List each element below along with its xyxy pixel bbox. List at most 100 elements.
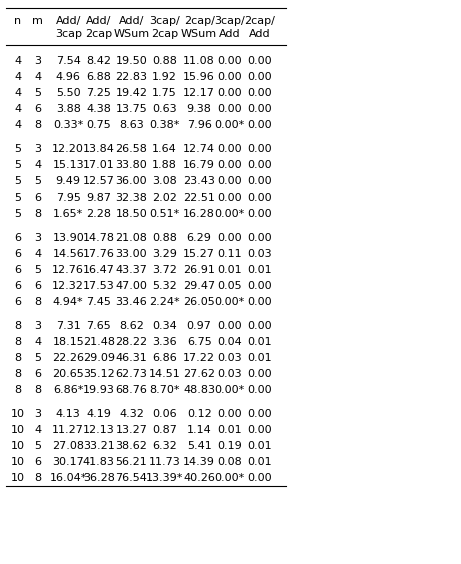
Text: 1.14: 1.14 bbox=[187, 425, 212, 435]
Text: 2cap: 2cap bbox=[151, 29, 178, 39]
Text: 5: 5 bbox=[34, 353, 41, 363]
Text: 0.00: 0.00 bbox=[217, 160, 242, 170]
Text: 12.20: 12.20 bbox=[52, 144, 84, 155]
Text: 0.08: 0.08 bbox=[217, 457, 242, 468]
Text: 0.00: 0.00 bbox=[248, 209, 272, 219]
Text: 0.01: 0.01 bbox=[248, 353, 272, 363]
Text: 0.00: 0.00 bbox=[217, 409, 242, 419]
Text: Add/: Add/ bbox=[55, 16, 81, 27]
Text: 47.00: 47.00 bbox=[115, 281, 148, 291]
Text: 43.37: 43.37 bbox=[115, 265, 148, 275]
Text: 0.03: 0.03 bbox=[217, 353, 242, 363]
Text: 0.00: 0.00 bbox=[248, 104, 272, 114]
Text: 6.29: 6.29 bbox=[187, 232, 212, 243]
Text: 5: 5 bbox=[14, 160, 21, 170]
Text: 12.57: 12.57 bbox=[83, 177, 115, 187]
Text: 7.25: 7.25 bbox=[86, 88, 111, 98]
Text: 2cap/: 2cap/ bbox=[184, 16, 214, 27]
Text: 0.01: 0.01 bbox=[248, 265, 272, 275]
Text: 0.34: 0.34 bbox=[152, 321, 177, 331]
Text: 0.00: 0.00 bbox=[248, 321, 272, 331]
Text: Add: Add bbox=[249, 29, 271, 39]
Text: 8: 8 bbox=[14, 337, 21, 347]
Text: 8: 8 bbox=[34, 120, 41, 130]
Text: 6: 6 bbox=[14, 249, 21, 259]
Text: 12.32: 12.32 bbox=[52, 281, 84, 291]
Text: 12.13: 12.13 bbox=[83, 425, 114, 435]
Text: 0.00: 0.00 bbox=[217, 144, 242, 155]
Text: 6: 6 bbox=[14, 232, 21, 243]
Text: 9.49: 9.49 bbox=[56, 177, 81, 187]
Text: 12.74: 12.74 bbox=[183, 144, 215, 155]
Text: 5.50: 5.50 bbox=[56, 88, 81, 98]
Text: 13.90: 13.90 bbox=[53, 232, 84, 243]
Text: 4: 4 bbox=[14, 56, 21, 66]
Text: 7.96: 7.96 bbox=[187, 120, 212, 130]
Text: 5: 5 bbox=[34, 177, 41, 187]
Text: 0.00: 0.00 bbox=[248, 369, 272, 379]
Text: 0.00: 0.00 bbox=[248, 177, 272, 187]
Text: 17.22: 17.22 bbox=[183, 353, 215, 363]
Text: 6: 6 bbox=[34, 457, 41, 468]
Text: 3: 3 bbox=[34, 321, 41, 331]
Text: 0.00: 0.00 bbox=[248, 385, 272, 395]
Text: 1.88: 1.88 bbox=[152, 160, 177, 170]
Text: 4.96: 4.96 bbox=[56, 72, 81, 82]
Text: 6: 6 bbox=[14, 265, 21, 275]
Text: 5.32: 5.32 bbox=[152, 281, 177, 291]
Text: 11.27: 11.27 bbox=[52, 425, 84, 435]
Text: 0.00: 0.00 bbox=[217, 56, 242, 66]
Text: 8: 8 bbox=[14, 369, 21, 379]
Text: 9.38: 9.38 bbox=[187, 104, 212, 114]
Text: 14.78: 14.78 bbox=[83, 232, 115, 243]
Text: 0.00: 0.00 bbox=[217, 177, 242, 187]
Text: 27.08: 27.08 bbox=[52, 441, 84, 451]
Text: 26.05: 26.05 bbox=[183, 297, 215, 307]
Text: 76.54: 76.54 bbox=[115, 473, 148, 483]
Text: 0.11: 0.11 bbox=[217, 249, 242, 259]
Text: 6: 6 bbox=[34, 369, 41, 379]
Text: 22.51: 22.51 bbox=[183, 192, 215, 202]
Text: 2.24*: 2.24* bbox=[149, 297, 180, 307]
Text: 0.63: 0.63 bbox=[152, 104, 177, 114]
Text: 10: 10 bbox=[11, 457, 24, 468]
Text: 62.73: 62.73 bbox=[115, 369, 148, 379]
Text: 19.93: 19.93 bbox=[83, 385, 115, 395]
Text: 22.83: 22.83 bbox=[115, 72, 148, 82]
Text: 8.63: 8.63 bbox=[119, 120, 144, 130]
Text: 3cap/: 3cap/ bbox=[149, 16, 180, 27]
Text: 5: 5 bbox=[14, 192, 21, 202]
Text: 7.95: 7.95 bbox=[56, 192, 81, 202]
Text: 6: 6 bbox=[34, 192, 41, 202]
Text: 4: 4 bbox=[34, 72, 41, 82]
Text: 0.33*: 0.33* bbox=[53, 120, 83, 130]
Text: 8.42: 8.42 bbox=[86, 56, 111, 66]
Text: 19.42: 19.42 bbox=[115, 88, 148, 98]
Text: 17.01: 17.01 bbox=[83, 160, 114, 170]
Text: 3: 3 bbox=[34, 56, 41, 66]
Text: 7.45: 7.45 bbox=[86, 297, 111, 307]
Text: 0.88: 0.88 bbox=[152, 232, 177, 243]
Text: 8: 8 bbox=[14, 385, 21, 395]
Text: 12.76: 12.76 bbox=[52, 265, 84, 275]
Text: 0.00: 0.00 bbox=[248, 56, 272, 66]
Text: 2cap: 2cap bbox=[85, 29, 112, 39]
Text: 8: 8 bbox=[34, 209, 41, 219]
Text: 56.21: 56.21 bbox=[116, 457, 147, 468]
Text: 3: 3 bbox=[34, 232, 41, 243]
Text: 14.51: 14.51 bbox=[149, 369, 180, 379]
Text: 40.26: 40.26 bbox=[183, 473, 215, 483]
Text: 4.38: 4.38 bbox=[86, 104, 111, 114]
Text: 4: 4 bbox=[14, 72, 21, 82]
Text: 20.65: 20.65 bbox=[53, 369, 84, 379]
Text: 0.01: 0.01 bbox=[217, 265, 242, 275]
Text: 33.46: 33.46 bbox=[116, 297, 147, 307]
Text: 11.73: 11.73 bbox=[149, 457, 180, 468]
Text: 2cap/: 2cap/ bbox=[245, 16, 275, 27]
Text: 0.00*: 0.00* bbox=[214, 209, 245, 219]
Text: 38.62: 38.62 bbox=[115, 441, 148, 451]
Text: 16.28: 16.28 bbox=[183, 209, 215, 219]
Text: 9.87: 9.87 bbox=[86, 192, 111, 202]
Text: 5: 5 bbox=[34, 88, 41, 98]
Text: 15.13: 15.13 bbox=[53, 160, 84, 170]
